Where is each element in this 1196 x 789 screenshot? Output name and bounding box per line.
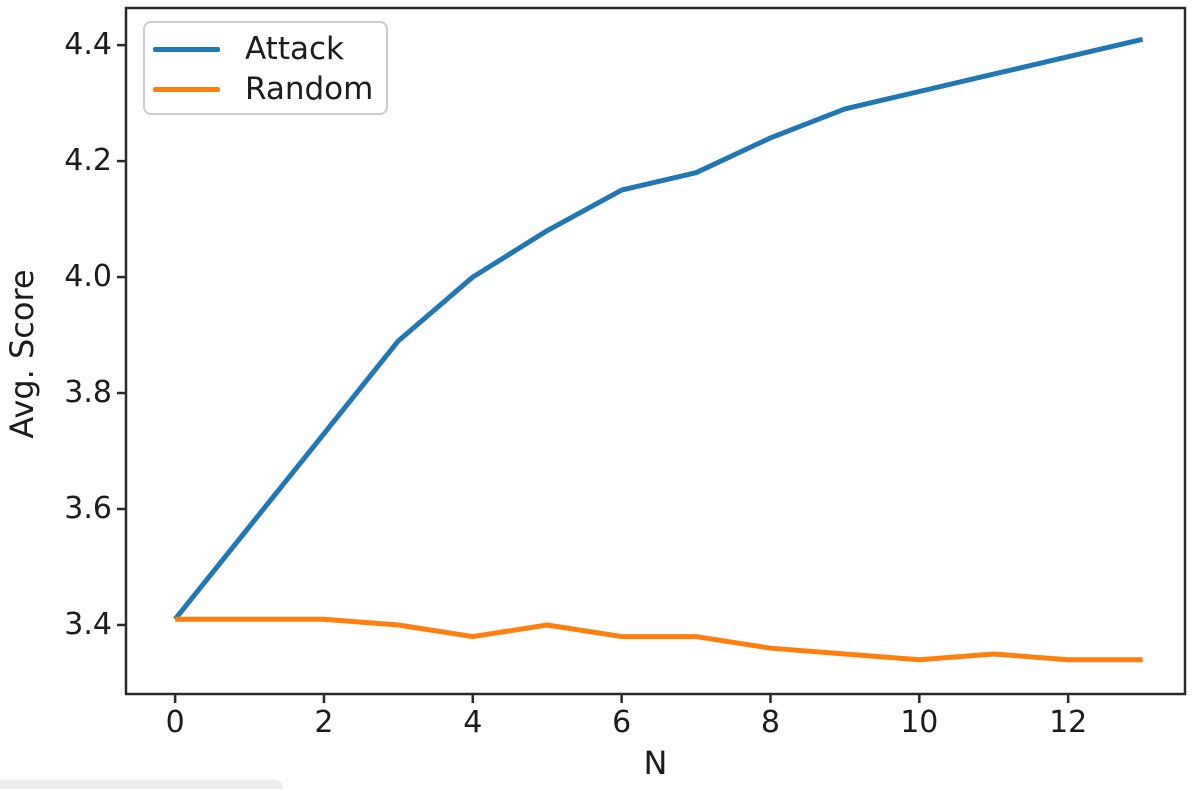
legend: Attack Random — [143, 21, 388, 115]
plot-frame — [124, 6, 1187, 696]
x-axis-label: N — [643, 744, 668, 782]
y-tick-label-4.0: 4.0 — [64, 259, 112, 295]
y-tick-label-4.2: 4.2 — [64, 143, 112, 179]
x-tick-label-8: 8 — [760, 705, 781, 740]
series-lines — [173, 36, 1144, 663]
random-series-line — [175, 616, 1143, 663]
attack-line-sample — [153, 46, 220, 52]
attack-series-line — [173, 36, 1144, 621]
x-tick-label-6: 6 — [612, 705, 632, 740]
legend-entry-attack: Attack — [145, 29, 386, 69]
x-tick-label-12: 12 — [1049, 705, 1088, 740]
y-tick-label-3.6: 3.6 — [64, 491, 112, 527]
x-tick-label-0: 0 — [165, 705, 185, 740]
legend-label-attack: Attack — [245, 30, 344, 67]
random-line-sample — [153, 86, 220, 92]
legend-entry-random: Random — [145, 69, 386, 109]
x-tick-label-4: 4 — [463, 705, 483, 740]
y-tick-label-3.8: 3.8 — [64, 375, 112, 411]
y-tick-label-4.4: 4.4 — [64, 27, 112, 63]
screenshot-edge-artifact — [0, 780, 283, 789]
x-tick-label-10: 10 — [900, 705, 939, 740]
y-axis-label: Avg. Score — [3, 269, 41, 439]
y-tick-label-3.4: 3.4 — [64, 606, 112, 642]
legend-label-random: Random — [245, 70, 374, 107]
tick-marks — [117, 43, 1070, 703]
x-tick-label-2: 2 — [314, 705, 334, 740]
